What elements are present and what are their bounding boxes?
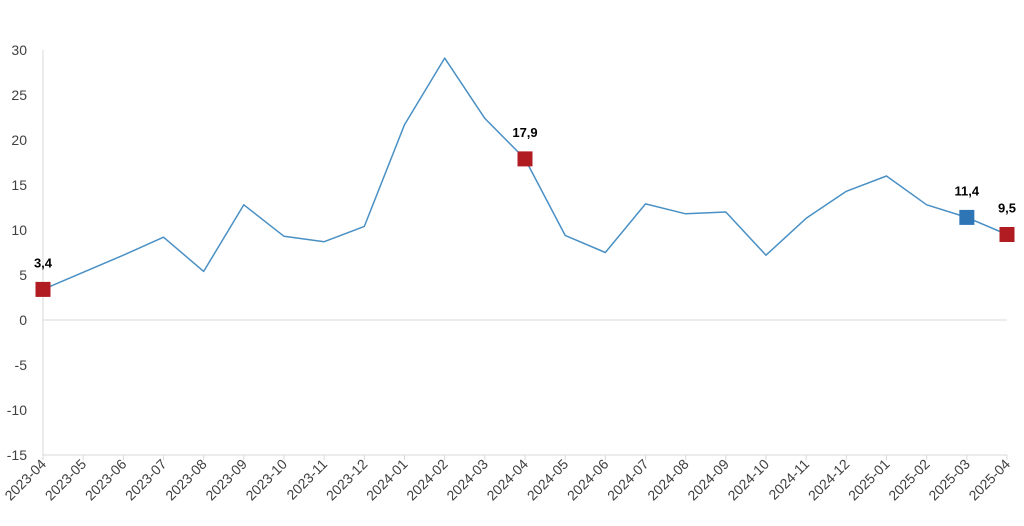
x-tick-label: 2024-09 [684, 456, 732, 504]
x-tick-label: 2023-12 [323, 456, 371, 504]
x-tick-label: 2025-04 [965, 456, 1013, 504]
x-tick-label: 2024-02 [403, 456, 451, 504]
highlight-marker [35, 281, 51, 297]
x-tick-label: 2024-07 [604, 456, 652, 504]
series-line [42, 57, 1008, 291]
data-label: 3,4 [34, 255, 53, 270]
y-tick-label: 10 [11, 222, 27, 238]
y-tick-label: 0 [19, 312, 27, 328]
y-tick-label: -15 [7, 447, 27, 463]
data-point [323, 240, 326, 243]
y-tick-label: 30 [11, 42, 27, 58]
data-point [283, 235, 286, 238]
series-line-group [42, 57, 1008, 291]
data-point [162, 236, 165, 239]
y-tick-label: -5 [15, 357, 28, 373]
data-point [925, 203, 928, 206]
data-label: 9,5 [998, 201, 1016, 216]
x-tick-label: 2025-01 [845, 456, 893, 504]
x-tick-label: 2023-10 [242, 456, 290, 504]
data-point [483, 117, 486, 120]
x-tick-label: 2023-05 [42, 456, 90, 504]
y-tick-label: 15 [11, 177, 27, 193]
data-point [684, 212, 687, 215]
highlight-marker [959, 209, 975, 225]
data-point [845, 190, 848, 193]
data-point [765, 254, 768, 257]
x-tick-label: 2024-06 [564, 456, 612, 504]
highlight-marker [517, 151, 533, 167]
y-tick-label: -10 [7, 402, 27, 418]
x-tick-label: 2023-07 [122, 456, 170, 504]
data-point [363, 225, 366, 228]
data-labels: 3,4 17,9 11,4 9,5 [34, 125, 1016, 271]
data-point [403, 123, 406, 126]
x-axis: 2023-042023-052023-062023-072023-082023-… [1, 319, 1013, 504]
y-tick-label: 25 [11, 87, 27, 103]
x-tick-label: 2024-12 [805, 456, 853, 504]
x-tick-label: 2024-04 [483, 456, 531, 504]
data-point [724, 211, 727, 214]
y-tick-label: 5 [19, 267, 27, 283]
data-point [644, 202, 647, 205]
x-tick-label: 2024-10 [724, 456, 772, 504]
data-point [805, 217, 808, 220]
data-point [82, 271, 85, 274]
x-tick-label: 2024-08 [644, 456, 692, 504]
x-tick-label: 2023-06 [82, 456, 130, 504]
highlight-markers [35, 151, 1015, 297]
x-tick-label: 2023-09 [202, 456, 250, 504]
x-tick-label: 2024-01 [363, 456, 411, 504]
data-label: 17,9 [512, 125, 537, 140]
y-axis: -15 -10 -5 0 5 10 15 20 25 30 [7, 42, 44, 463]
data-point [885, 175, 888, 178]
data-point [604, 251, 607, 254]
data-label: 11,4 [955, 183, 980, 198]
data-point [122, 254, 125, 257]
x-tick-label: 2025-03 [925, 456, 973, 504]
highlight-marker [999, 227, 1015, 242]
x-tick-label: 2024-05 [524, 456, 572, 504]
data-point [202, 270, 205, 273]
x-tick-label: 2024-11 [765, 456, 812, 503]
x-tick-label: 2024-03 [443, 456, 491, 504]
x-tick-label: 2025-02 [885, 456, 933, 504]
data-point [564, 234, 567, 237]
data-point [443, 57, 446, 60]
x-tick-label: 2023-08 [162, 456, 210, 504]
data-point [242, 203, 245, 206]
x-tick-label: 2023-11 [283, 456, 330, 503]
y-tick-label: 20 [11, 132, 27, 148]
